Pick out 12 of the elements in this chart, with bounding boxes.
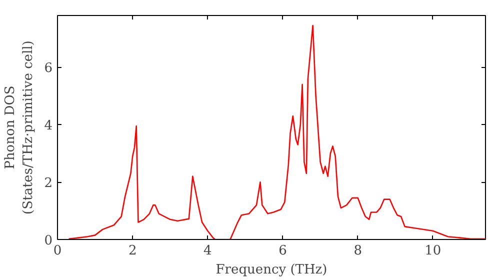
x-tick-label: 4 [204,244,212,258]
y-tick-label: 6 [44,61,53,76]
y-axis-title: Phonon DOS (States/THz·primitive cell) [3,40,36,214]
line-series [68,24,486,240]
x-tick-label: 8 [354,244,362,258]
y-tick-label: 4 [44,118,53,134]
y-tick-label: 2 [44,176,53,192]
y-tick-label: 0 [44,234,53,248]
x-tick-label: 10 [424,244,442,258]
x-tick-label: 6 [278,244,287,258]
x-axis-title: Frequency (THz) [216,262,328,278]
x-tick-label: 2 [128,244,137,258]
